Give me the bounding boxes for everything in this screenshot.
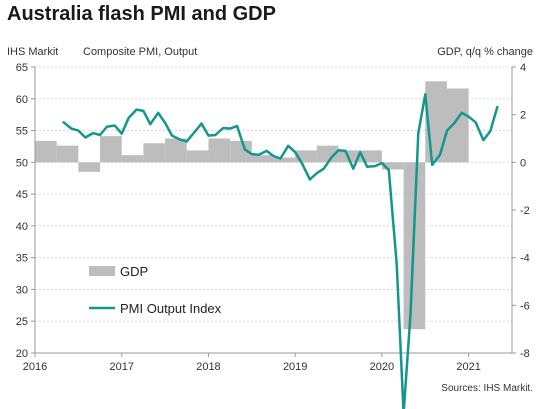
- gdp-bar-2018-Q4: [273, 157, 296, 163]
- legend: GDP PMI Output Index: [89, 264, 222, 316]
- gdp-bar-2019-Q1: [295, 150, 317, 163]
- gdp-bar-2020-Q1: [381, 162, 404, 170]
- left-tick-label-20: 20: [16, 348, 28, 360]
- left-tick-label-65: 65: [16, 62, 28, 74]
- right-axis-label: GDP, q/q % change: [437, 46, 533, 58]
- x-tick-label-2021: 2021: [456, 361, 480, 373]
- right-tick-label--2: -2: [520, 205, 530, 217]
- legend-gdp-label: GDP: [120, 264, 148, 279]
- gdp-bar-2019-Q4: [360, 150, 382, 163]
- left-axis-label: Composite PMI, Output: [83, 46, 198, 58]
- left-tick-label-60: 60: [16, 94, 28, 106]
- gdp-bar-2017-Q1: [121, 155, 144, 163]
- right-tick-label-0: 0: [520, 157, 526, 169]
- x-tick-label-2016: 2016: [23, 361, 47, 373]
- pmi-line: [62, 93, 499, 409]
- left-tick-label-50: 50: [16, 157, 28, 169]
- gdp-bar-2018-Q1: [208, 138, 231, 163]
- gdp-bar-2019-Q3: [338, 150, 361, 163]
- right-tick-label-4: 4: [520, 62, 526, 74]
- right-tick-label--8: -8: [520, 348, 530, 360]
- gdp-bar-2018-Q2: [230, 140, 252, 163]
- gdp-bar-2016-Q2: [56, 145, 79, 163]
- right-tick-label--6: -6: [520, 300, 530, 312]
- left-tick-label-55: 55: [16, 126, 28, 138]
- gdp-bar-2020-Q4: [446, 88, 469, 163]
- gdp-bar-2016-Q1: [35, 140, 57, 163]
- gdp-bar-2018-Q3: [251, 155, 274, 163]
- gdp-bars: [35, 81, 469, 330]
- legend-pmi-label: PMI Output Index: [120, 301, 222, 316]
- left-tick-labels: 20 25 30 35 40 45 50 55 60 65: [16, 62, 28, 360]
- axes: [31, 66, 516, 357]
- x-tick-label-2019: 2019: [283, 361, 307, 373]
- gdp-bar-2017-Q2: [143, 143, 166, 163]
- gdp-bar-2016-Q4: [100, 136, 122, 163]
- left-tick-label-25: 25: [16, 316, 28, 328]
- x-tick-label-2020: 2020: [370, 361, 394, 373]
- source-note: Sources: IHS Markit.: [441, 383, 533, 394]
- left-tick-label-40: 40: [16, 221, 28, 233]
- x-tick-labels: 2016 2017 2018 2019 2020 2021: [23, 361, 481, 373]
- legend-gdp-swatch: [89, 266, 115, 276]
- right-tick-labels: -8 -6 -4 -2 0 2 4: [520, 62, 530, 360]
- chart-title: Australia flash PMI and GDP: [7, 3, 276, 25]
- gdp-bar-2019-Q2: [316, 145, 339, 163]
- gdp-bar-2017-Q3: [165, 138, 187, 163]
- left-tick-label-30: 30: [16, 284, 28, 296]
- right-tick-label-2: 2: [520, 110, 526, 122]
- right-tick-label--4: -4: [520, 253, 530, 265]
- gdp-bar-2016-Q3: [78, 162, 101, 172]
- left-tick-label-45: 45: [16, 189, 28, 201]
- x-tick-label-2017: 2017: [109, 361, 133, 373]
- pmi-output-line: [62, 93, 499, 409]
- source-label: IHS Markit: [7, 46, 59, 58]
- left-tick-label-35: 35: [16, 253, 28, 265]
- gdp-bar-2017-Q4: [186, 150, 209, 163]
- x-tick-label-2018: 2018: [196, 361, 220, 373]
